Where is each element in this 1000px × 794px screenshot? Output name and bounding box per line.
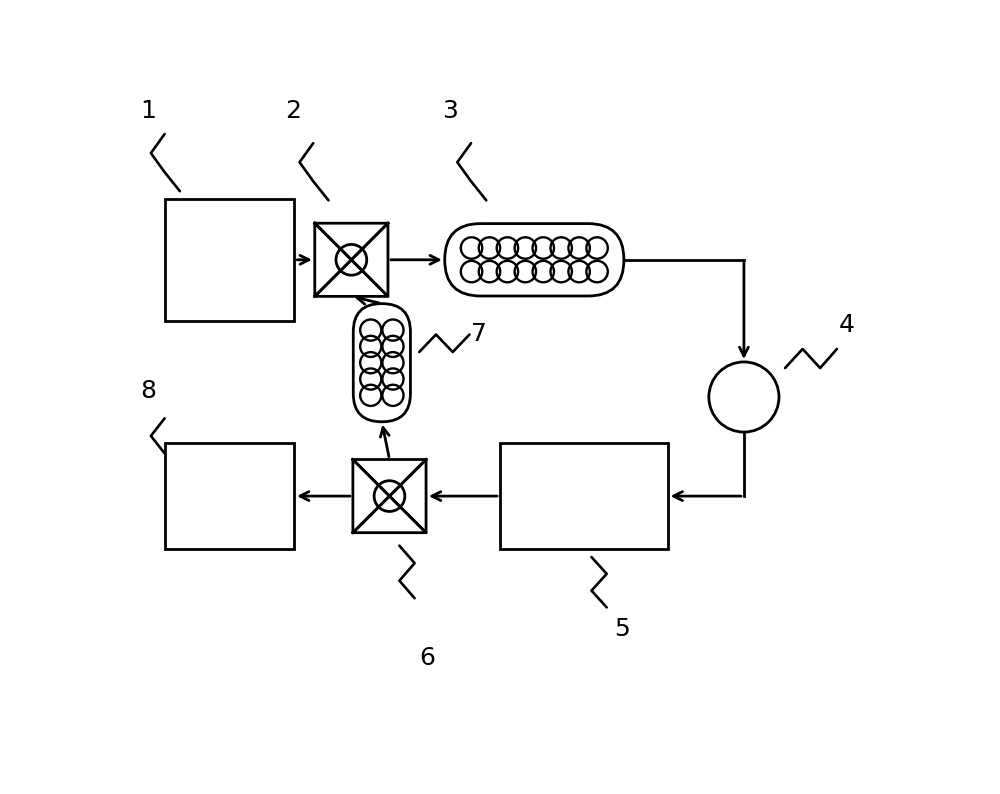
Text: 2: 2 (285, 99, 301, 123)
Text: 4: 4 (839, 313, 855, 337)
Text: 7: 7 (471, 322, 487, 346)
Polygon shape (353, 496, 426, 533)
Polygon shape (315, 223, 351, 296)
Text: 1: 1 (140, 99, 156, 123)
Bar (165, 443, 294, 549)
Bar (500, 443, 668, 549)
Text: 5: 5 (614, 618, 630, 642)
FancyBboxPatch shape (445, 224, 624, 296)
Bar (165, 198, 294, 321)
Polygon shape (389, 460, 426, 533)
Polygon shape (353, 460, 389, 533)
Text: 6: 6 (420, 646, 436, 669)
Text: 8: 8 (140, 379, 156, 403)
Polygon shape (353, 460, 426, 496)
FancyBboxPatch shape (353, 303, 410, 422)
Text: 3: 3 (443, 99, 458, 123)
Polygon shape (315, 223, 388, 260)
Polygon shape (315, 260, 388, 296)
Polygon shape (351, 223, 388, 296)
